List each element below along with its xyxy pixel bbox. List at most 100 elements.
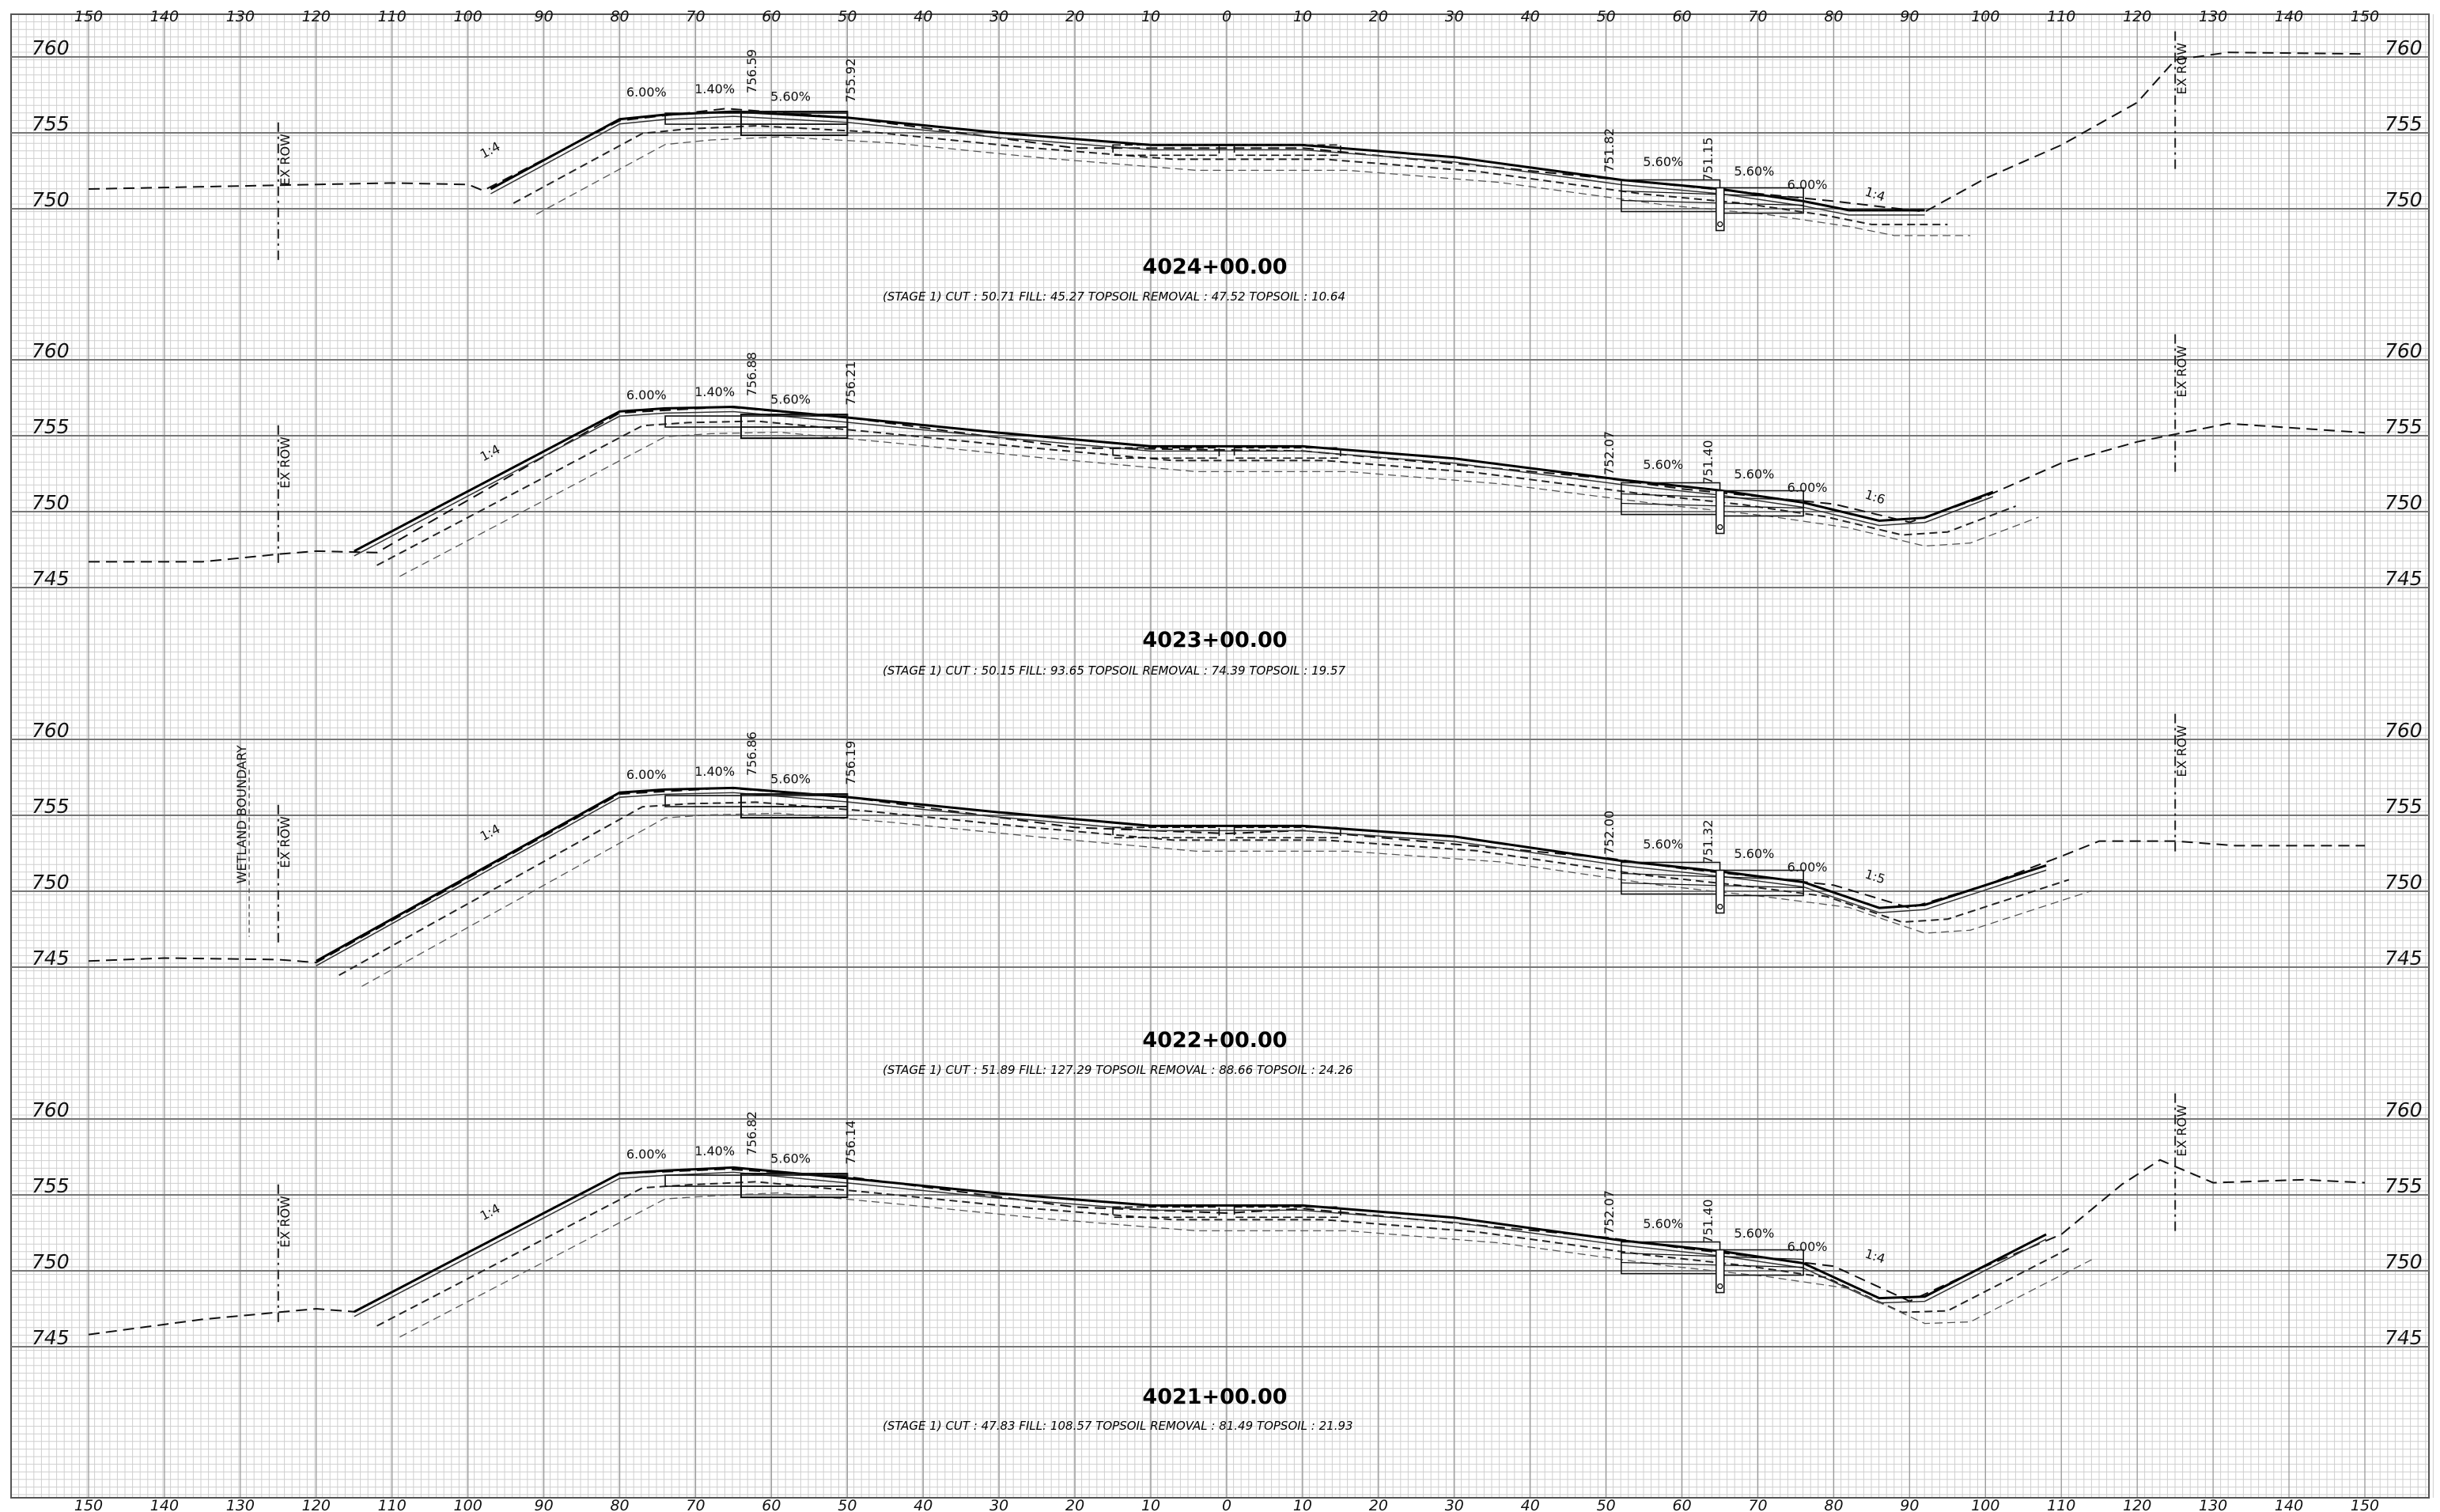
elevation-label-left: 755 — [32, 415, 70, 438]
slope-label-right: 1:4 — [1863, 1246, 1887, 1266]
grade-label: 6.00% — [626, 1147, 667, 1162]
left-pavement-outline — [740, 414, 849, 440]
subgrade-lower-line — [399, 431, 2039, 577]
row-label: EX ROW — [2174, 346, 2189, 398]
right-pavement-layer-2 — [1621, 199, 1804, 206]
elevation-label-right: 745 — [2385, 1326, 2423, 1349]
elevation-label-left: 745 — [32, 947, 70, 970]
offset-label-bottom: 20 — [1065, 1497, 1084, 1512]
grade-label: 1.40% — [694, 1143, 735, 1159]
slope-label-left: 1:4 — [478, 1200, 503, 1223]
grade-label: 5.60% — [1643, 1216, 1683, 1231]
offset-label-bottom: 90 — [1900, 1497, 1919, 1512]
offset-label-top: 120 — [302, 8, 331, 25]
edge-drain-pipe — [1717, 903, 1723, 910]
proposed-grade-offset-line — [490, 115, 1925, 216]
offset-label-top: 120 — [2123, 8, 2151, 25]
elevation-label-left: 760 — [32, 36, 70, 59]
offset-label-bottom: 70 — [686, 1497, 705, 1512]
right-pavement-layer — [1621, 872, 1804, 881]
offset-label-top: 90 — [535, 8, 554, 25]
elevation-label-left: 750 — [32, 871, 70, 894]
elevation-label-right: 760 — [2385, 1098, 2423, 1121]
offset-label-bottom: 80 — [1824, 1497, 1843, 1512]
offset-label-top: 30 — [989, 8, 1008, 25]
station-title: 4021+00.00 — [1142, 1385, 1287, 1409]
offset-label-top: 130 — [226, 8, 255, 25]
cross-section-2: 760 760 755 755 750 750 745 745 6.00% 1.40% 5.60% 5… — [11, 713, 2429, 1077]
spot-elevation-label: 751.40 — [1700, 440, 1716, 484]
elevation-label-left: 760 — [32, 339, 70, 362]
row-label: EX ROW — [278, 816, 293, 868]
elevation-label-left: 760 — [32, 1098, 70, 1121]
grade-label: 5.60% — [1643, 457, 1683, 472]
grade-label: 6.00% — [1787, 480, 1828, 495]
grade-label: 5.60% — [770, 392, 811, 407]
offset-label-top: 60 — [1673, 8, 1692, 25]
offset-label-top: 10 — [1293, 8, 1312, 25]
offset-label-top: 20 — [1369, 8, 1388, 25]
grade-label: 5.60% — [1734, 467, 1775, 482]
grade-label: 1.40% — [694, 81, 735, 96]
quantities-summary: (STAGE 1) CUT : 50.15 FILL: 93.65 TOPSOI… — [883, 663, 1345, 678]
slope-label-right: 1:5 — [1863, 866, 1887, 886]
elevation-label-right: 755 — [2385, 415, 2423, 438]
offset-label-bottom: 30 — [1445, 1497, 1464, 1512]
offset-label-bottom: 80 — [610, 1497, 629, 1512]
offset-label-top: 30 — [1445, 8, 1464, 25]
edge-drain-pipe — [1717, 524, 1723, 531]
offset-label-top: 90 — [1900, 8, 1919, 25]
station-title: 4023+00.00 — [1142, 628, 1287, 652]
spot-elevation-label: 751.15 — [1700, 137, 1716, 181]
cross-section-3: 760 760 755 755 750 750 745 745 6.00% 1.40% 5.60% 5… — [11, 1093, 2429, 1433]
quantities-summary: (STAGE 1) CUT : 50.71 FILL: 45.27 TOPSOI… — [883, 289, 1345, 304]
slope-label-right: 1:4 — [1863, 183, 1887, 204]
elevation-label-right: 760 — [2385, 339, 2423, 362]
subgrade-lower-line — [399, 1192, 2092, 1338]
grade-label: 6.00% — [1787, 860, 1828, 875]
right-pavement-layer — [1621, 493, 1804, 501]
median-box-left — [1112, 826, 1220, 839]
proposed-grade-line — [490, 110, 1925, 212]
left-pavement-box — [664, 795, 849, 807]
elevation-label-right: 745 — [2385, 567, 2423, 590]
grade-label: 5.60% — [1734, 1226, 1775, 1241]
offset-label-top: 10 — [1141, 8, 1160, 25]
offset-label-top: 130 — [2199, 8, 2227, 25]
elevation-label-right: 760 — [2385, 36, 2423, 59]
offset-label-top: 0 — [1222, 8, 1231, 25]
spot-elevation-label: 756.21 — [843, 361, 858, 406]
slope-label-right: 1:6 — [1863, 486, 1887, 507]
proposed-grade-line — [354, 405, 1994, 553]
grade-label: 6.00% — [626, 387, 667, 403]
spot-elevation-label: 756.14 — [843, 1121, 858, 1165]
offset-label-bottom: 150 — [74, 1497, 103, 1512]
offset-label-top: 140 — [2275, 8, 2303, 25]
right-pavement-layer-2 — [1621, 502, 1804, 509]
elevation-label-right: 750 — [2385, 1250, 2423, 1273]
elevation-label-right: 755 — [2385, 1174, 2423, 1197]
offset-label-bottom: 20 — [1369, 1497, 1388, 1512]
spot-elevation-label: 756.82 — [744, 1111, 759, 1155]
row-label: EX ROW — [2174, 43, 2189, 95]
offset-label-bottom: 70 — [1748, 1497, 1767, 1512]
elevation-label-right: 755 — [2385, 795, 2423, 818]
proposed-grade-offset-line — [316, 792, 2047, 966]
offset-label-top: 80 — [610, 8, 629, 25]
grade-label: 5.60% — [1643, 837, 1683, 852]
subgrade-lower-line — [361, 812, 2092, 987]
offset-label-top: 150 — [74, 8, 103, 25]
sheet-border — [10, 13, 2430, 1499]
proposed-grade-line — [316, 786, 2047, 962]
grade-label: 5.60% — [770, 1151, 811, 1166]
elevation-label-left: 745 — [32, 567, 70, 590]
offset-label-top: 110 — [2047, 8, 2075, 25]
offset-label-top: 40 — [914, 8, 932, 25]
slope-label-left: 1:4 — [478, 138, 503, 161]
sheet-grid — [10, 13, 2434, 1499]
offset-label-bottom: 60 — [1673, 1497, 1692, 1512]
row-label: EX ROW — [2174, 1105, 2189, 1157]
elevation-label-left: 745 — [32, 1326, 70, 1349]
offset-label-top: 70 — [686, 8, 705, 25]
